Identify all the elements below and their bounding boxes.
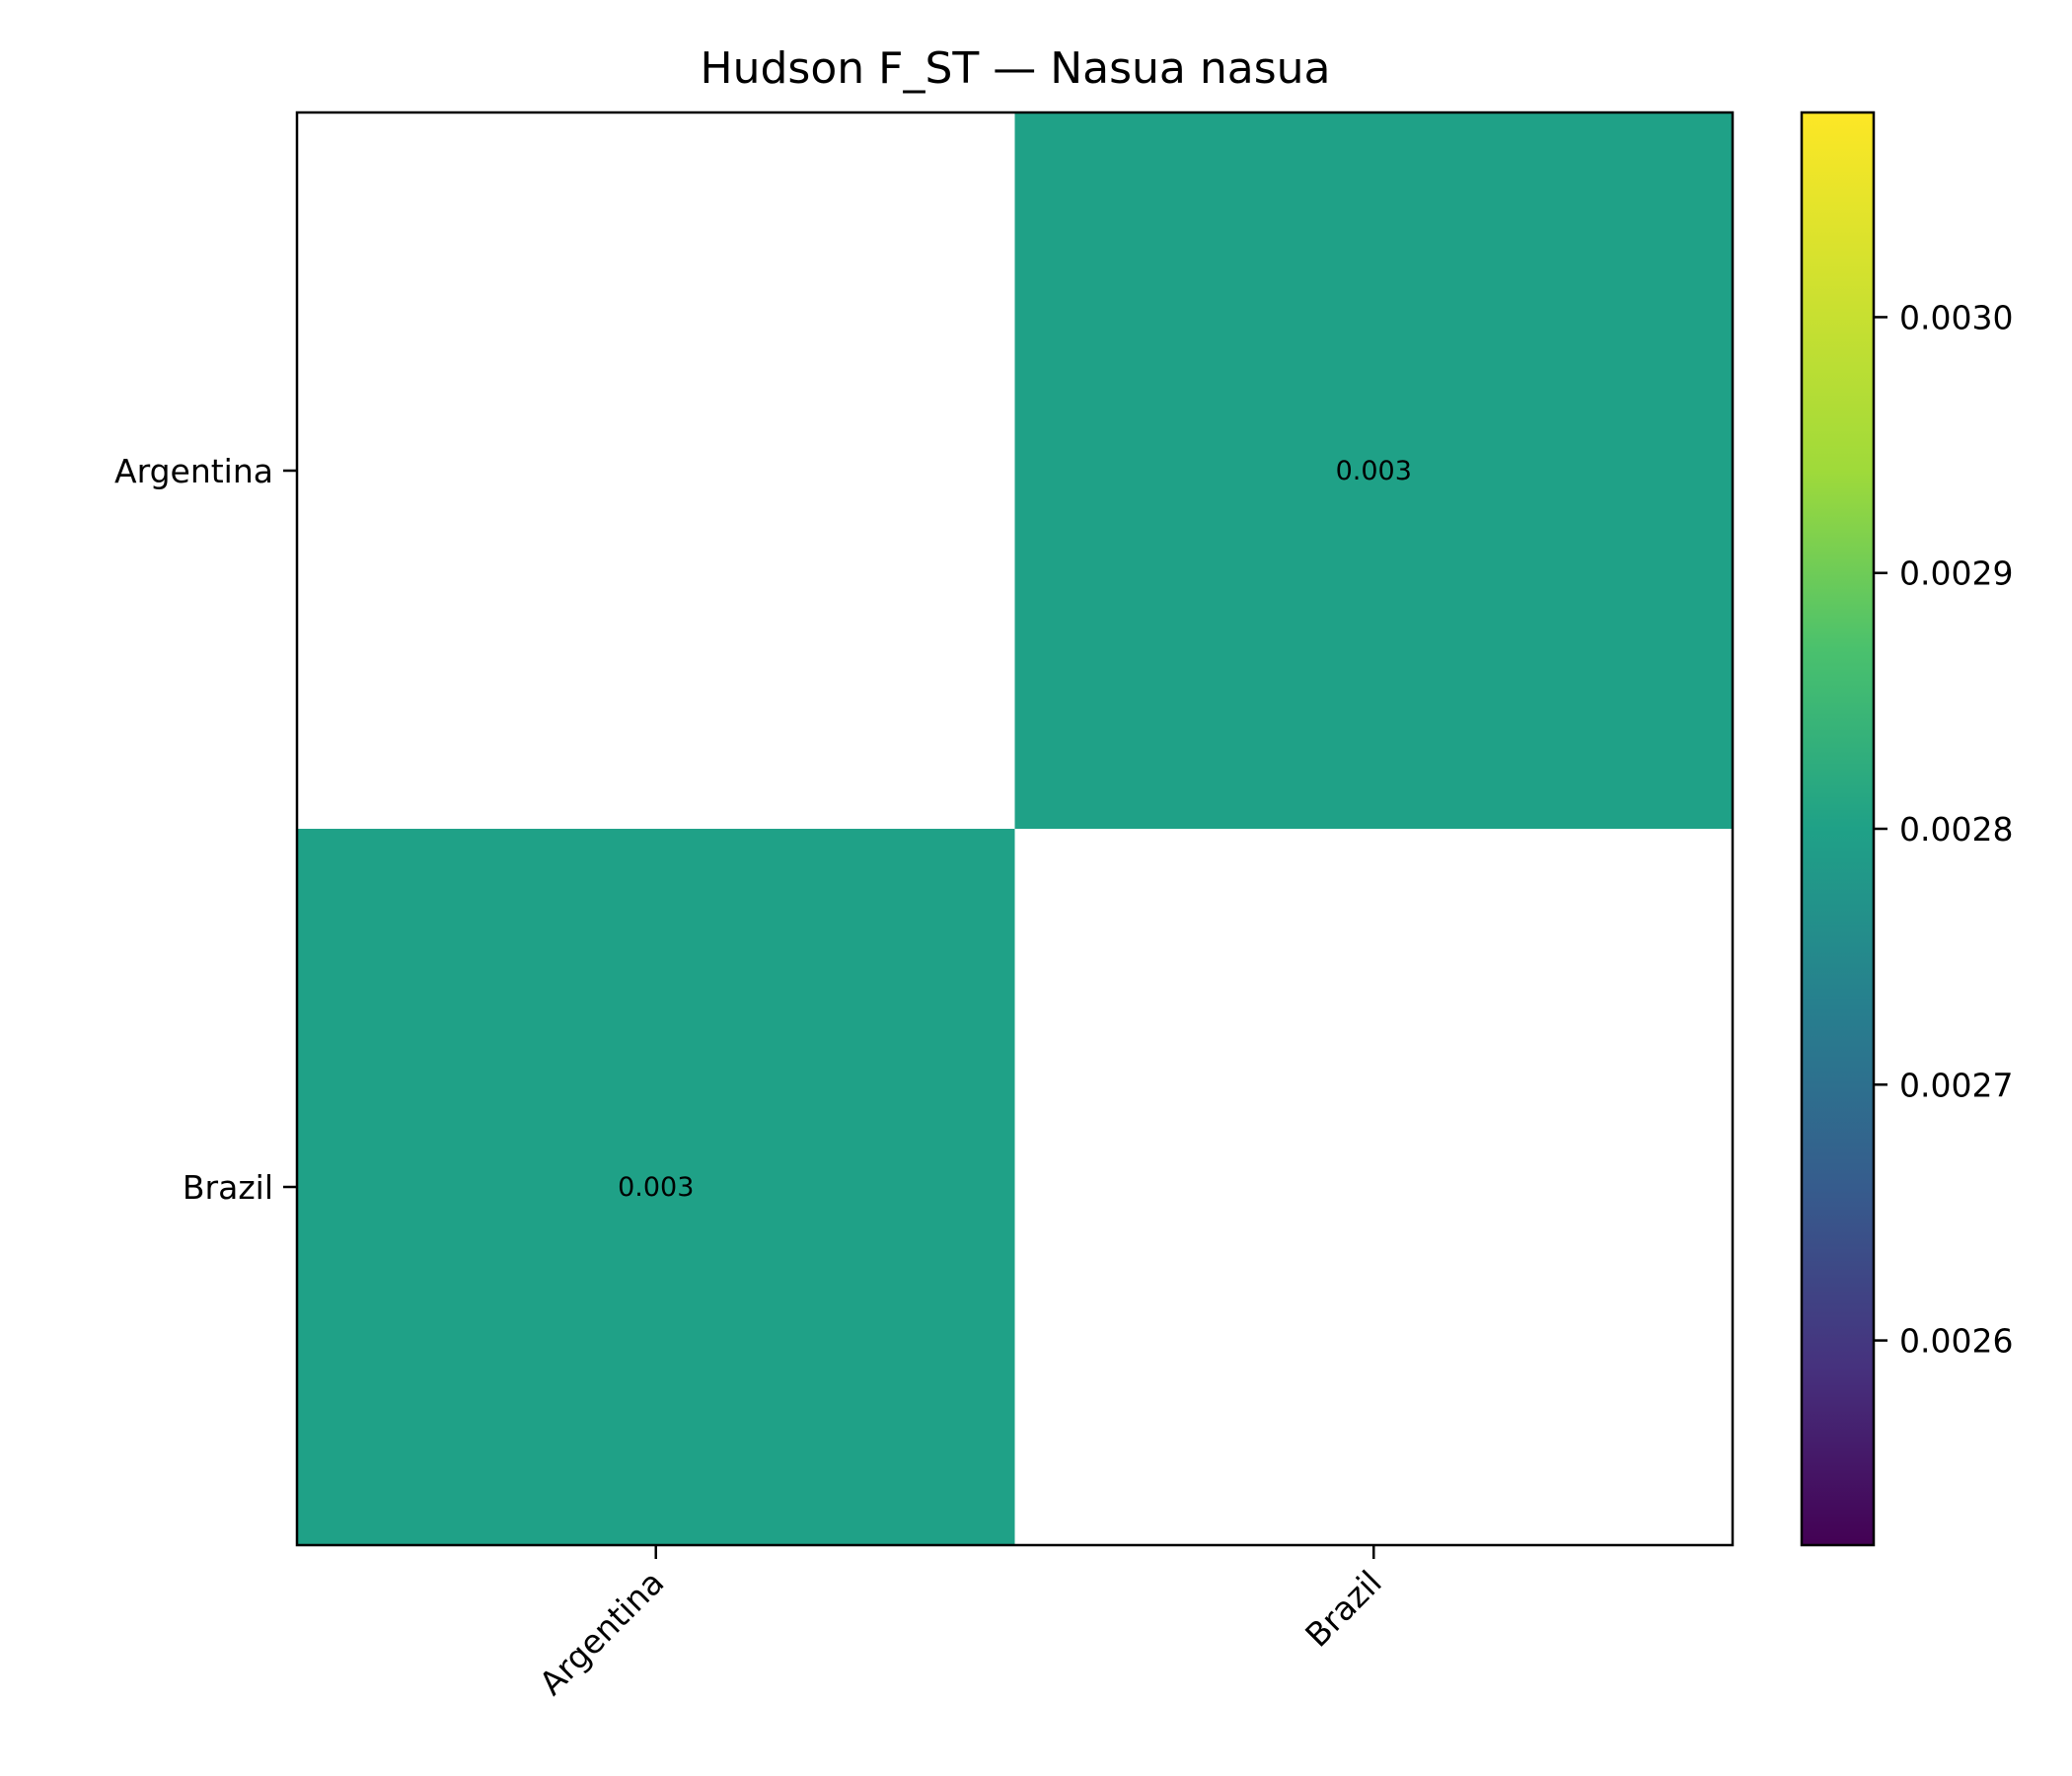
y-tick-label-0: Argentina [114, 452, 273, 490]
x-axis: Argentina Brazil [532, 1545, 1389, 1702]
colorbar-tick-label-4: 0.0030 [1899, 298, 2013, 336]
colorbar-tick-label-2: 0.0028 [1899, 810, 2013, 849]
cell-value-label-1-0: 0.003 [618, 1172, 694, 1203]
colorbar-tick-label-3: 0.0029 [1899, 555, 2013, 593]
x-tick-label-1: Brazil [1297, 1563, 1389, 1655]
heatmap-cell-labels: 0.003 0.003 [618, 456, 1412, 1203]
y-tick-label-1: Brazil [183, 1168, 273, 1207]
chart-title: Hudson F_ST — Nasua nasua [701, 43, 1331, 94]
y-axis: Argentina Brazil [114, 452, 297, 1207]
heatmap-cell-1-0 [297, 829, 1015, 1546]
colorbar [1800, 111, 1876, 1547]
cell-value-label-0-1: 0.003 [1336, 456, 1412, 486]
heatmap-cells [297, 112, 1734, 1546]
colorbar-tick-label-1: 0.0027 [1899, 1066, 2013, 1104]
heatmap-cell-0-1 [1014, 112, 1734, 830]
plot-frame [295, 111, 1735, 1547]
x-tick-label-0: Argentina [532, 1563, 671, 1702]
colorbar-tick-label-0: 0.0026 [1899, 1322, 2013, 1361]
heatmap-cell-1-1 [1014, 829, 1734, 1546]
heatmap-cell-0-0 [297, 112, 1015, 830]
colorbar-axis: 0.0026 0.0027 0.0028 0.0029 0.0030 [1874, 298, 2013, 1361]
